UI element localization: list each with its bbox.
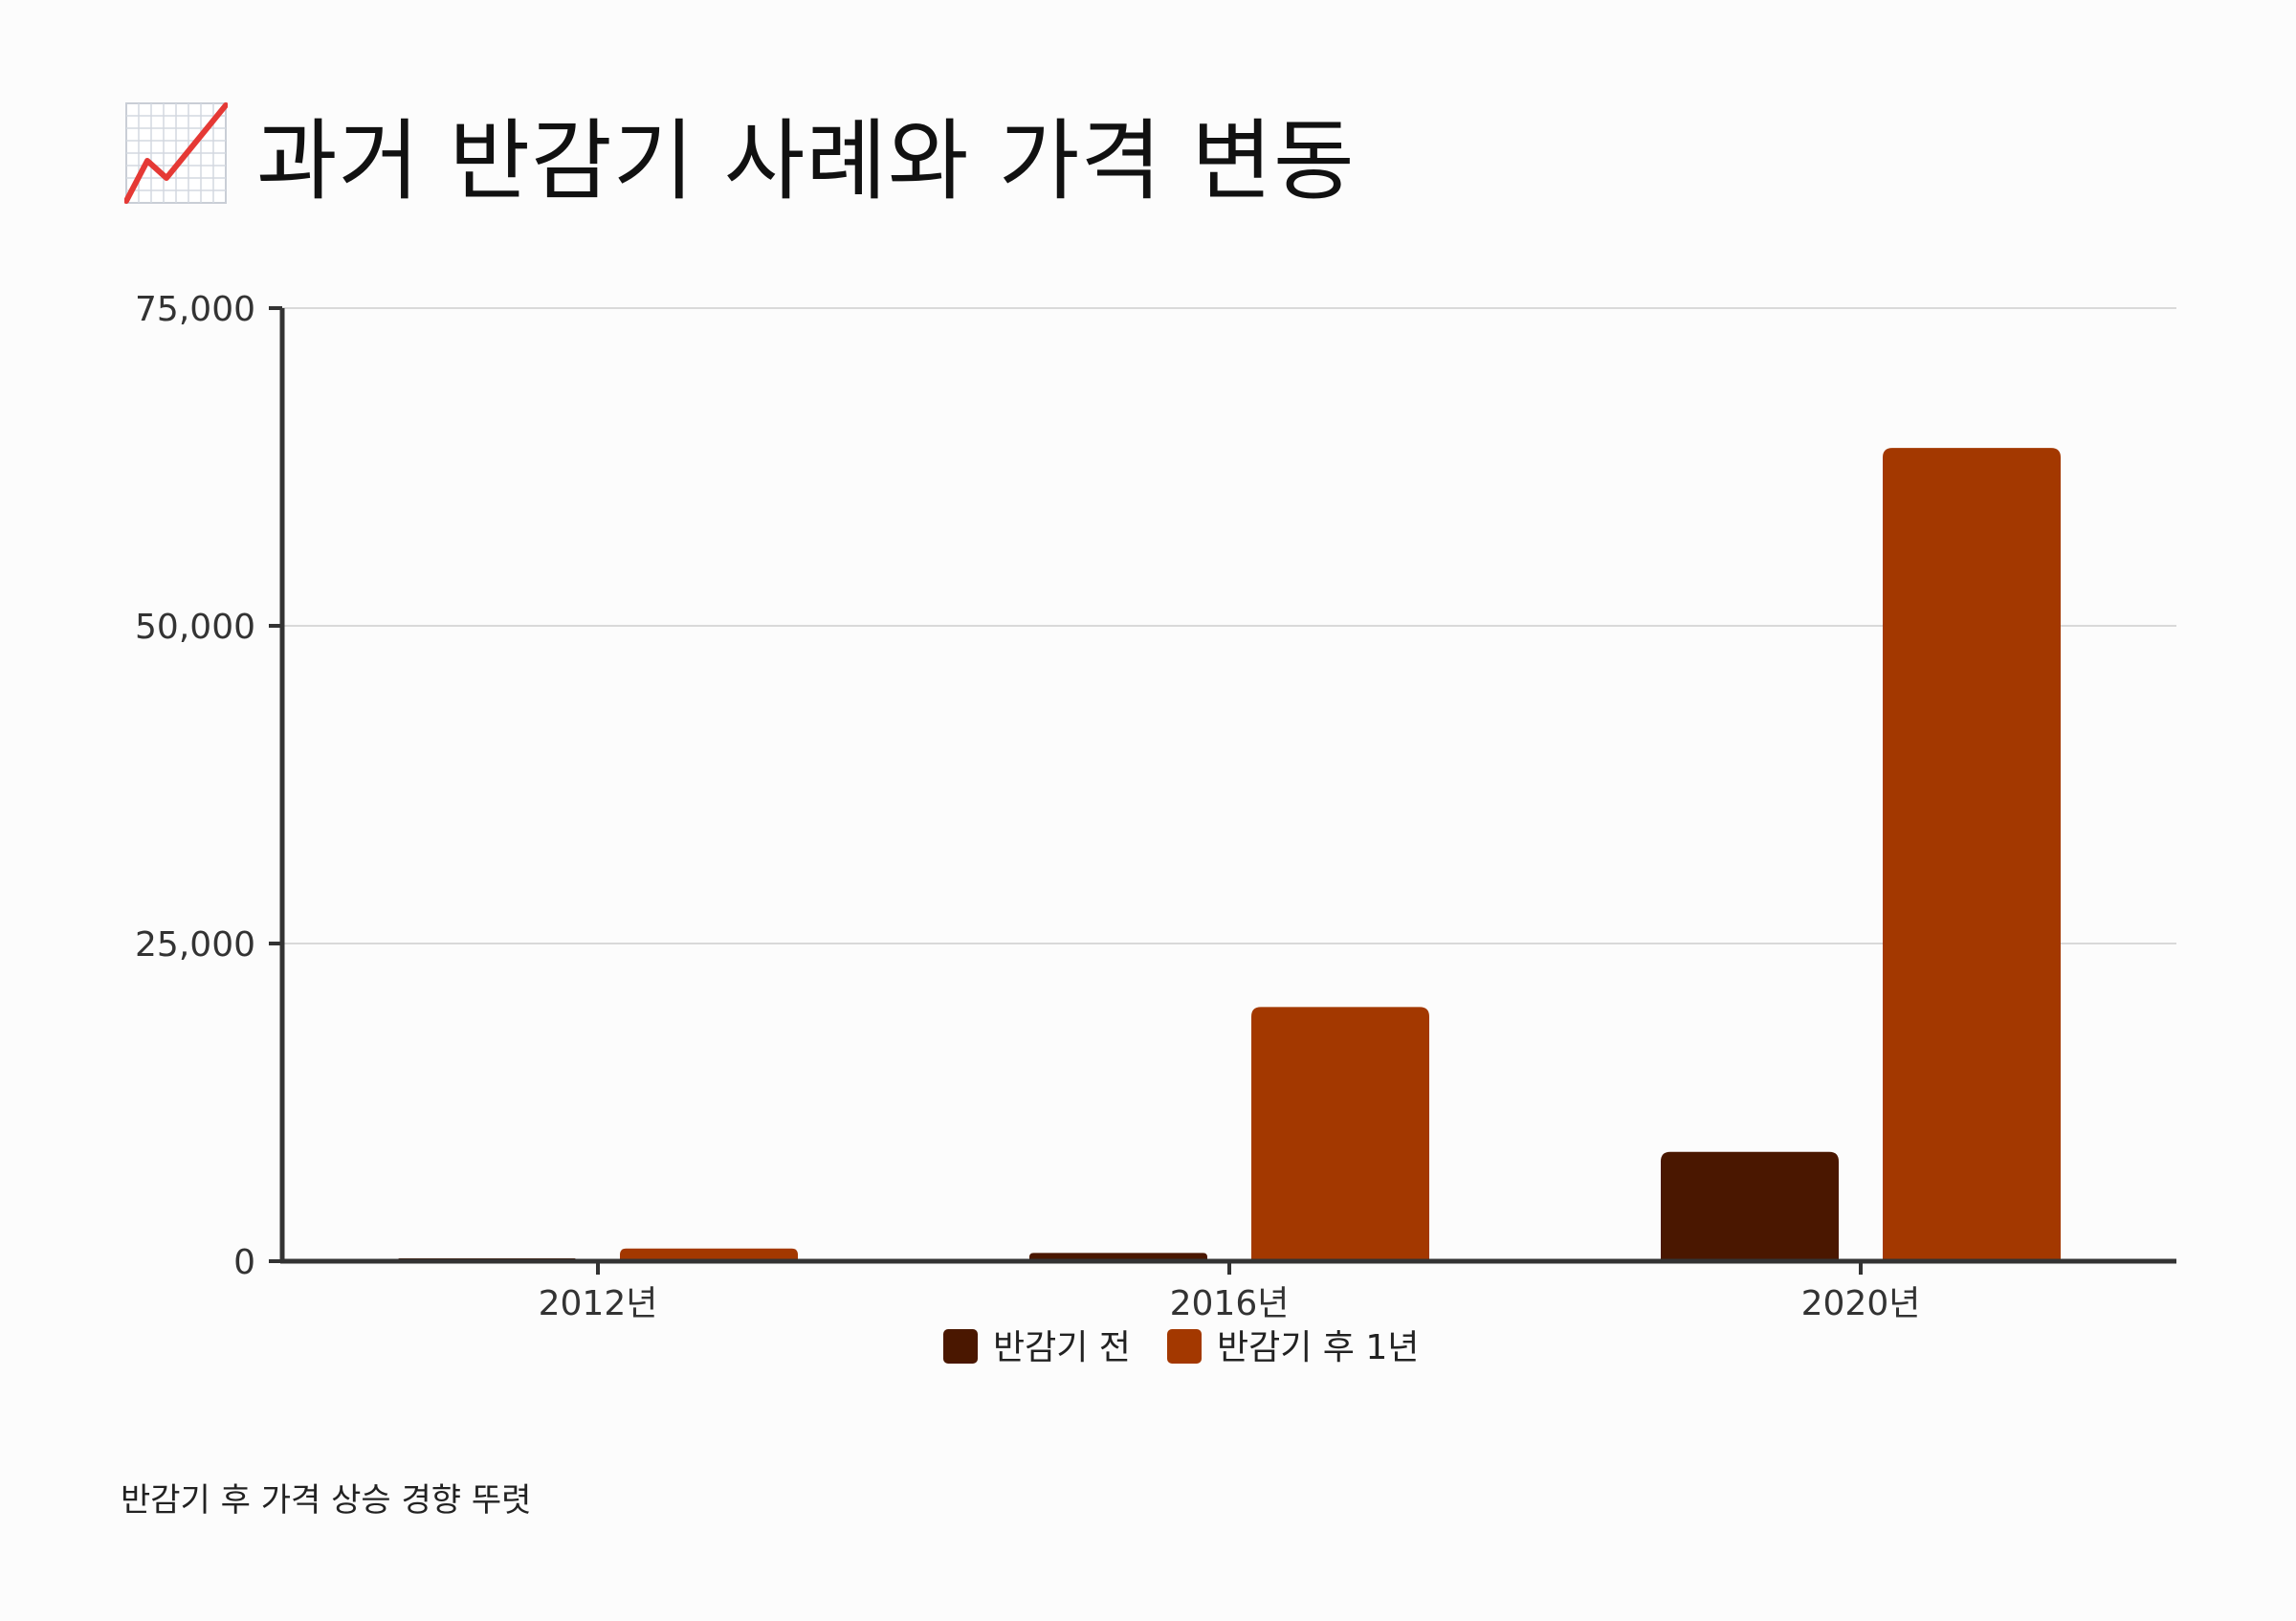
footnote: 반감기 후 가격 상승 경향 뚜렷 — [121, 1481, 532, 1520]
legend-item-before: 반감기 전 — [943, 1328, 1131, 1367]
bar-before-2 — [1661, 1151, 1839, 1261]
legend-label: 반감기 전 — [993, 1328, 1131, 1367]
y-tick-label: 0 — [233, 1243, 255, 1282]
legend: 반감기 전 반감기 후 1년 — [943, 1328, 1419, 1367]
y-tick-label: 50,000 — [135, 608, 255, 647]
x-tick-label: 2016년 — [1170, 1284, 1290, 1323]
legend-swatch — [1167, 1329, 1202, 1364]
bar-after-0 — [620, 1248, 798, 1261]
grid-lines — [282, 307, 2176, 944]
bar-after-2 — [1883, 448, 2061, 1262]
bar-group — [398, 448, 2061, 1262]
legend-item-after: 반감기 후 1년 — [1167, 1328, 1419, 1367]
page-title: 과거 반감기 사례와 가격 변동 — [256, 109, 1356, 212]
chart-increasing-icon — [124, 102, 228, 204]
title-row: 과거 반감기 사례와 가격 변동 — [124, 96, 1356, 212]
legend-label: 반감기 후 1년 — [1217, 1328, 1419, 1367]
y-tick-label: 25,000 — [135, 925, 255, 965]
y-tick-label: 75,000 — [135, 290, 255, 329]
x-tick-label: 2020년 — [1801, 1284, 1921, 1323]
bar-after-1 — [1251, 1007, 1429, 1261]
x-tick-label: 2012년 — [539, 1284, 658, 1323]
axes: 0 25,000 50,000 75,000 2012년 2016년 2020년 — [135, 290, 2176, 1323]
legend-swatch — [943, 1329, 978, 1364]
